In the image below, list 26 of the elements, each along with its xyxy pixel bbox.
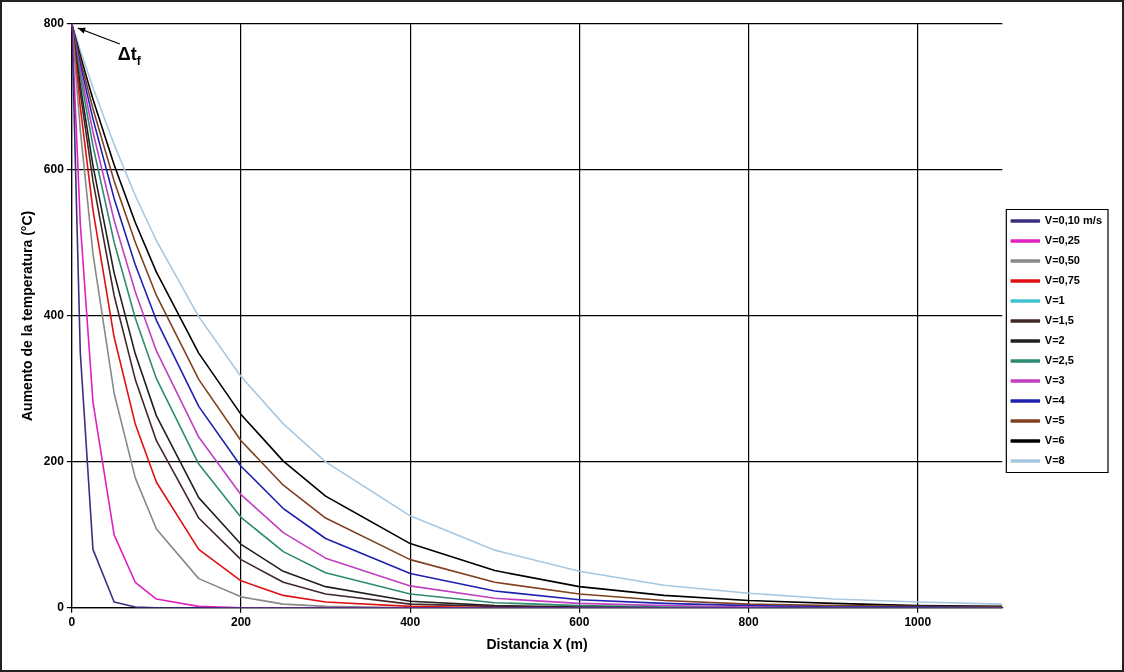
- y-tick-label: 200: [43, 454, 65, 469]
- y-tick-label: 400: [43, 308, 65, 323]
- x-tick-label: 1000: [904, 615, 932, 630]
- legend-label: V=0,75: [1044, 274, 1080, 287]
- y-axis-title: Aumento de la temperatura (°C): [19, 210, 36, 421]
- x-tick-label: 800: [738, 615, 759, 630]
- y-tick-label: 0: [57, 600, 65, 615]
- x-tick-label: 600: [569, 615, 590, 630]
- legend-label: V=1: [1044, 294, 1065, 307]
- legend-label: V=2: [1044, 334, 1065, 347]
- x-tick-label: 0: [68, 615, 76, 630]
- x-tick-label: 200: [230, 615, 252, 630]
- legend-label: V=4: [1044, 394, 1066, 407]
- legend-label: V=6: [1044, 434, 1065, 447]
- y-tick-label: 600: [43, 162, 65, 177]
- legend-label: V=0,10 m/s: [1044, 214, 1103, 227]
- legend-label: V=2,5: [1044, 354, 1074, 367]
- x-tick-label: 400: [400, 615, 421, 630]
- legend-label: V=0,50: [1044, 254, 1080, 267]
- x-axis-title: Distancia X (m): [486, 636, 588, 653]
- legend-label: V=3: [1044, 374, 1065, 387]
- legend-label: V=1,5: [1044, 314, 1074, 327]
- legend-label: V=5: [1044, 414, 1065, 427]
- legend-label: V=0,25: [1044, 234, 1080, 247]
- y-tick-label: 800: [43, 16, 65, 31]
- legend-label: V=8: [1044, 454, 1065, 467]
